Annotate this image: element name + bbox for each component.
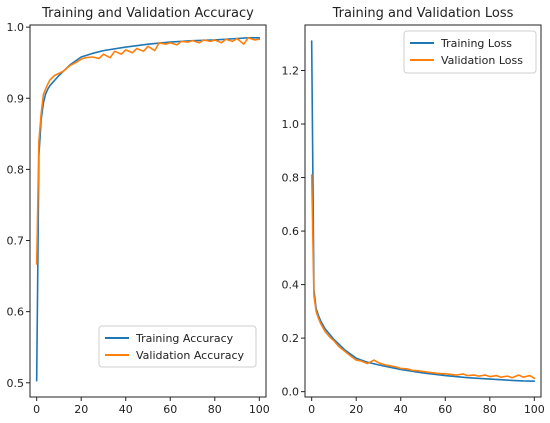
chart-title: Training and Validation Accuracy bbox=[41, 6, 254, 21]
chart-panel-1: Training and Validation Loss 0 20 40 60 80 100… bbox=[282, 6, 545, 416]
plot-frame bbox=[29, 24, 267, 398]
legend-label: Training Loss bbox=[440, 37, 512, 50]
chart-panel-0: Training and Validation Accuracy 0 20 40 60 8… bbox=[7, 6, 270, 416]
legend-label: Validation Loss bbox=[441, 54, 523, 67]
x-tick-label: 100 bbox=[524, 403, 545, 416]
y-tick-label: 0.8 bbox=[7, 163, 25, 176]
legend: Training Loss Validation Loss bbox=[403, 30, 537, 74]
legend: Training Accuracy Validation Accuracy bbox=[98, 325, 257, 368]
x-tick-label: 0 bbox=[33, 403, 40, 416]
y-tick-label: 1.0 bbox=[282, 118, 300, 131]
chart-title: Training and Validation Loss bbox=[332, 6, 514, 21]
series-line-validation-accuracy bbox=[35, 37, 261, 265]
y-tick-label: 0.9 bbox=[7, 92, 25, 105]
x-tick-label: 60 bbox=[438, 403, 452, 416]
legend-label: Validation Accuracy bbox=[136, 349, 245, 362]
series-line-training-loss bbox=[310, 40, 536, 383]
y-tick-label: 0.4 bbox=[282, 279, 300, 292]
y-tick-label: 0.6 bbox=[7, 306, 25, 319]
plot-frame bbox=[304, 24, 542, 398]
series-line-validation-loss bbox=[310, 174, 536, 380]
x-tick-label: 0 bbox=[308, 403, 315, 416]
x-tick-label: 100 bbox=[249, 403, 270, 416]
legend-box bbox=[98, 325, 257, 368]
x-tick-label: 40 bbox=[119, 403, 133, 416]
y-tick-label: 1.2 bbox=[282, 64, 300, 77]
y-tick-label: 0.2 bbox=[282, 332, 300, 345]
y-tick-label: 0.7 bbox=[7, 235, 25, 248]
x-tick-label: 40 bbox=[394, 403, 408, 416]
y-tick-label: 0.5 bbox=[7, 377, 25, 390]
x-tick-label: 20 bbox=[74, 403, 88, 416]
x-tick-label: 80 bbox=[208, 403, 222, 416]
legend-box bbox=[403, 30, 537, 74]
y-tick-label: 0.8 bbox=[282, 172, 300, 185]
y-tick-label: 1.0 bbox=[7, 21, 25, 34]
x-tick-label: 80 bbox=[483, 403, 497, 416]
x-tick-label: 20 bbox=[349, 403, 363, 416]
y-tick-label: 0.6 bbox=[282, 225, 300, 238]
legend-label: Training Accuracy bbox=[135, 332, 234, 345]
y-tick-label: 0.0 bbox=[282, 386, 300, 399]
x-tick-label: 60 bbox=[163, 403, 177, 416]
